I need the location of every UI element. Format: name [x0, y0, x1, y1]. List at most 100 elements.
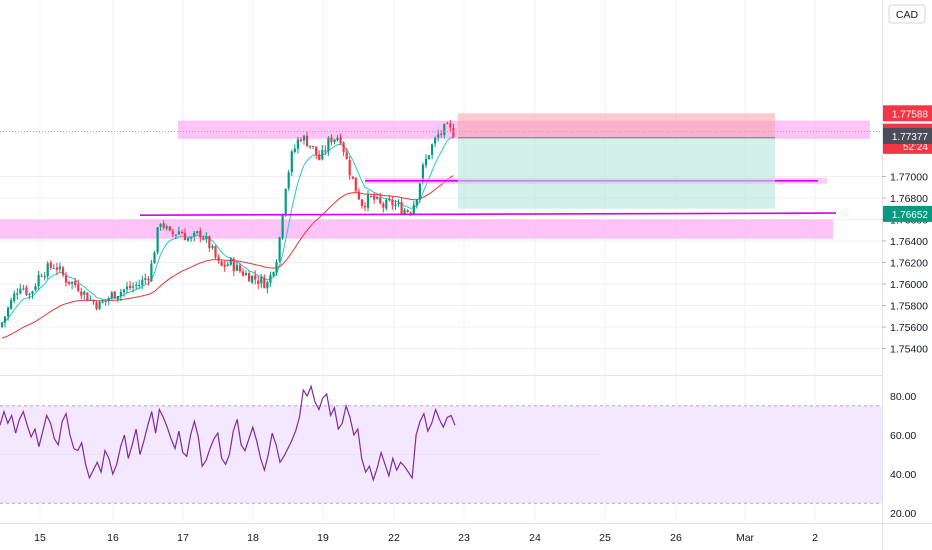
candle-body — [43, 275, 46, 277]
price-tag: 1.77588 — [883, 105, 932, 122]
candle-body — [437, 134, 440, 138]
candle-body — [129, 285, 132, 288]
candle-body — [135, 284, 138, 286]
candle-body — [113, 291, 116, 299]
candle-body — [388, 198, 391, 201]
x-tick-label: 19 — [317, 532, 329, 544]
candle-body — [339, 136, 342, 144]
candle-body — [71, 281, 74, 284]
candle-body — [229, 258, 232, 265]
candle-body — [208, 236, 211, 249]
price-tag-label: 1.76652 — [892, 210, 929, 221]
candle-body — [254, 275, 257, 280]
candle-body — [183, 233, 187, 241]
x-tick-label: 16 — [107, 532, 119, 544]
candle-body — [400, 202, 403, 214]
candle-body — [37, 275, 40, 287]
candle-body — [382, 203, 385, 208]
candle-body — [232, 258, 235, 272]
candle-body — [312, 145, 315, 147]
candle-body — [260, 277, 263, 284]
candle-body — [80, 291, 83, 296]
candle-body — [46, 263, 49, 277]
candle-body — [7, 307, 10, 317]
candle-body — [150, 263, 153, 281]
candle-body — [25, 287, 28, 295]
candle-body — [318, 154, 321, 160]
candle-body — [16, 293, 19, 295]
candle-body — [13, 293, 16, 301]
x-tick-label: 15 — [34, 532, 46, 544]
candle-body — [385, 199, 388, 209]
candle-body — [296, 139, 299, 149]
x-tick-label: 24 — [529, 532, 541, 544]
candle-body — [241, 271, 245, 276]
stop-loss-zone — [458, 113, 775, 138]
candle-body — [0, 322, 4, 327]
candle-body — [263, 277, 266, 289]
candle-body — [363, 205, 367, 208]
candle-body — [449, 123, 452, 128]
price-tag: 1.77377 — [883, 127, 932, 144]
currency-label[interactable]: CAD — [888, 4, 926, 24]
candle-body — [370, 195, 373, 197]
y-tick-label: 1.76000 — [890, 279, 928, 291]
candle-body — [104, 300, 107, 302]
candle-body — [125, 286, 129, 290]
candle-body — [376, 196, 379, 199]
candle-body — [141, 279, 144, 286]
x-tick-label: 2 — [812, 532, 818, 544]
candle-body — [238, 265, 241, 272]
candle-body — [360, 199, 363, 207]
candle-body — [116, 296, 119, 299]
rsi-y-tick-label: 40.00 — [890, 469, 916, 481]
ema-slow-line — [1, 175, 454, 339]
candle-body — [147, 278, 150, 281]
candle-body — [248, 273, 251, 282]
currency-text: CAD — [896, 9, 919, 21]
candle-body — [397, 202, 400, 204]
candle-body — [28, 293, 31, 296]
candle-body — [34, 285, 37, 291]
candle-body — [290, 151, 293, 172]
candle-body — [132, 286, 135, 288]
x-tick-label: 25 — [599, 532, 611, 544]
candle-body — [446, 123, 449, 125]
candle-body — [55, 267, 58, 270]
x-tick-label: Mar — [736, 532, 755, 544]
bottom-zone — [0, 219, 833, 239]
candle-body — [95, 302, 98, 309]
candle-body — [217, 257, 220, 261]
candle-body — [156, 227, 159, 253]
take-profit-zone — [458, 137, 775, 209]
candle-body — [122, 289, 126, 292]
candle-body — [40, 275, 43, 277]
candle-body — [287, 172, 290, 189]
candle-body — [409, 212, 412, 214]
candle-body — [403, 209, 406, 214]
candle-body — [342, 142, 345, 153]
candle-body — [89, 299, 92, 301]
candle-body — [83, 291, 86, 295]
candle-body — [205, 236, 208, 240]
candle-body — [302, 135, 306, 141]
support-level — [139, 212, 837, 216]
candle-body — [284, 188, 287, 215]
candle-body — [366, 194, 370, 208]
candle-body — [266, 282, 269, 289]
candle-body — [351, 176, 354, 179]
candle-body — [153, 252, 156, 264]
x-tick-label: 23 — [458, 532, 470, 544]
candle-body — [168, 226, 171, 231]
candle-body — [440, 133, 443, 135]
candle-body — [415, 199, 418, 206]
candle-body — [434, 138, 437, 144]
candle-body — [92, 300, 95, 303]
candle-body — [327, 138, 330, 152]
y-tick-label: 1.77000 — [890, 172, 928, 184]
candle-body — [162, 223, 165, 228]
candle-body — [379, 197, 382, 203]
candle-body — [257, 280, 260, 284]
